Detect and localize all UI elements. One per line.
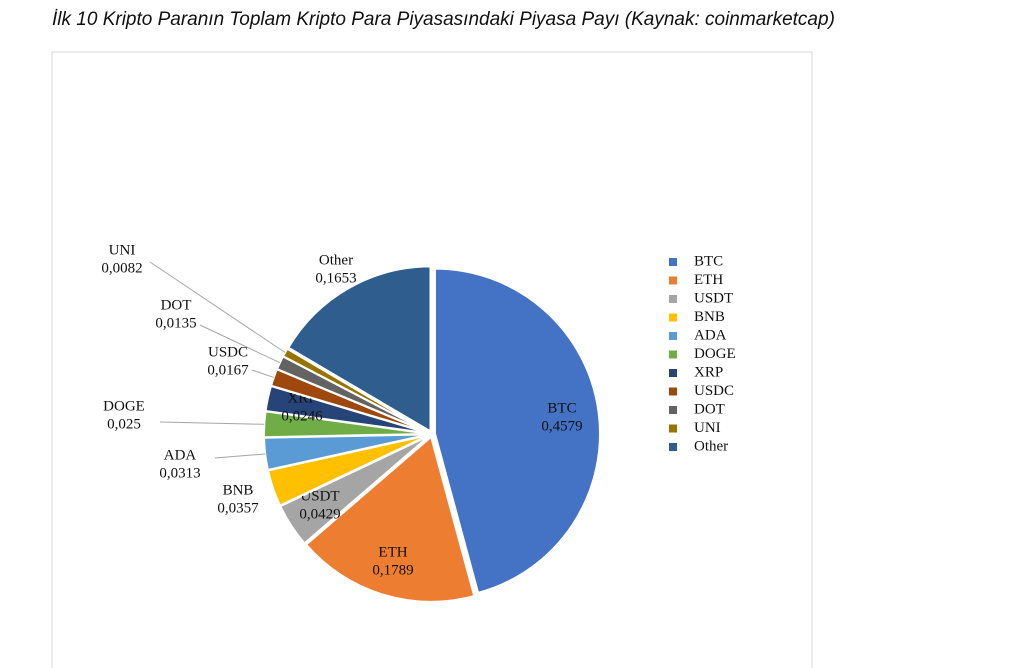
slice-label: Other — [319, 252, 353, 268]
slice-value-label: 0,1789 — [372, 562, 413, 578]
legend-label: DOGE — [694, 346, 736, 362]
legend-swatch — [669, 313, 677, 322]
legend-label: UNI — [694, 420, 721, 436]
slice-value-label: 0,0167 — [207, 362, 249, 378]
legend-swatch — [669, 258, 677, 266]
pie-slice — [433, 267, 601, 595]
legend-swatch — [669, 350, 677, 359]
leader-line — [159, 421, 265, 425]
legend-label: ADA — [694, 327, 727, 343]
slice-label: BTC — [547, 400, 576, 416]
leader-line — [199, 324, 281, 364]
leader-line — [214, 453, 266, 459]
slice-label: USDC — [208, 344, 248, 360]
legend-label: USDT — [694, 290, 733, 306]
legend-label: Other — [694, 438, 728, 454]
legend-swatch — [669, 332, 677, 340]
legend-label: BTC — [694, 253, 723, 269]
legend-label: USDC — [694, 383, 734, 399]
legend-swatch — [669, 406, 677, 414]
legend-swatch — [669, 295, 677, 303]
slice-value-label: 0,025 — [107, 416, 141, 432]
legend-swatch — [669, 387, 677, 396]
pie-slice — [304, 435, 476, 603]
slice-label: BNB — [223, 482, 254, 498]
slice-label: ADA — [164, 447, 197, 463]
legend-label: DOT — [694, 401, 725, 417]
slice-value-label: 0,0135 — [155, 315, 196, 331]
slice-label: DOGE — [103, 398, 145, 414]
slice-value-label: 0,0429 — [299, 506, 340, 522]
legend-label: ETH — [694, 272, 723, 288]
slice-label: ETH — [378, 544, 407, 560]
slice-label: DOT — [161, 297, 192, 313]
pie-slice — [286, 265, 432, 434]
slice-label: UNI — [109, 242, 136, 258]
legend-label: BNB — [694, 309, 725, 325]
slice-value-label: 0,1653 — [315, 270, 356, 286]
leader-line — [149, 261, 286, 353]
legend-swatch — [669, 369, 677, 377]
slice-value-label: 0,4579 — [541, 418, 582, 434]
legend-swatch — [669, 424, 677, 433]
slice-value-label: 0,0082 — [101, 260, 142, 276]
leader-line — [251, 369, 274, 378]
legend-label: XRP — [694, 364, 723, 380]
legend-swatch — [669, 276, 677, 285]
chart-title: İlk 10 Kripto Paranın Toplam Kripto Para… — [52, 9, 835, 30]
slice-value-label: 0,0313 — [159, 465, 200, 481]
slice-value-label: 0,0357 — [217, 500, 259, 516]
slice-value-label: 0,0246 — [281, 408, 323, 424]
slice-label: USDT — [300, 488, 339, 504]
legend-swatch — [669, 443, 677, 451]
